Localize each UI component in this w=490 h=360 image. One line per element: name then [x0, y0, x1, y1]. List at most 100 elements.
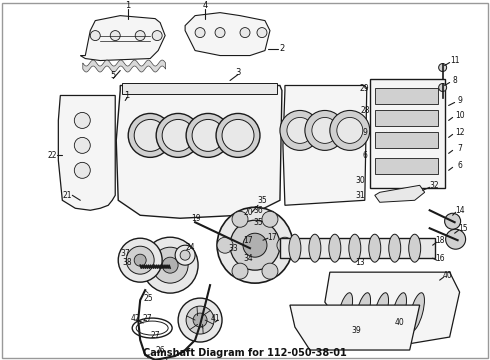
Text: 5: 5: [111, 71, 116, 80]
Text: 17: 17: [267, 233, 277, 242]
Text: 31: 31: [355, 191, 365, 200]
Bar: [122, 82, 277, 94]
Circle shape: [222, 120, 254, 151]
Circle shape: [90, 31, 100, 41]
Circle shape: [445, 229, 466, 249]
Text: 10: 10: [455, 111, 465, 120]
Circle shape: [257, 28, 267, 37]
Ellipse shape: [369, 234, 381, 262]
Circle shape: [175, 245, 195, 265]
Circle shape: [156, 113, 200, 157]
Ellipse shape: [355, 293, 370, 332]
Circle shape: [186, 306, 214, 334]
Text: 3: 3: [235, 68, 241, 77]
Text: 11: 11: [450, 56, 459, 65]
Text: 40: 40: [443, 271, 452, 280]
Circle shape: [118, 238, 162, 282]
Polygon shape: [80, 15, 165, 60]
Text: 14: 14: [455, 206, 465, 215]
Ellipse shape: [389, 234, 401, 262]
Circle shape: [277, 237, 293, 253]
Circle shape: [287, 117, 313, 143]
Circle shape: [230, 220, 280, 270]
Text: 33: 33: [228, 244, 238, 253]
Text: 17: 17: [243, 236, 253, 245]
Text: 20: 20: [243, 208, 253, 217]
Text: 27: 27: [143, 314, 152, 323]
Text: 41: 41: [210, 314, 220, 323]
Text: 28: 28: [360, 106, 369, 115]
Circle shape: [180, 250, 190, 260]
Text: 2: 2: [279, 44, 285, 53]
Polygon shape: [375, 185, 425, 202]
Text: 9: 9: [362, 128, 367, 137]
Text: 1: 1: [125, 1, 131, 10]
Ellipse shape: [373, 293, 389, 332]
Circle shape: [337, 117, 363, 143]
Text: 36: 36: [253, 206, 263, 215]
Text: 22: 22: [48, 151, 57, 160]
Circle shape: [152, 247, 188, 283]
Text: 13: 13: [355, 258, 365, 267]
Circle shape: [439, 84, 447, 91]
Polygon shape: [290, 305, 419, 350]
Ellipse shape: [391, 293, 407, 332]
Polygon shape: [325, 272, 460, 347]
Text: 1: 1: [124, 91, 130, 100]
Text: 16: 16: [435, 254, 444, 263]
Circle shape: [74, 162, 90, 178]
Ellipse shape: [409, 293, 424, 332]
Text: 35: 35: [253, 218, 263, 227]
Circle shape: [215, 28, 225, 37]
Circle shape: [126, 246, 154, 274]
Ellipse shape: [337, 293, 353, 332]
Circle shape: [128, 113, 172, 157]
Circle shape: [74, 112, 90, 129]
Circle shape: [162, 257, 178, 273]
Circle shape: [216, 113, 260, 157]
Circle shape: [193, 313, 207, 327]
Text: 21: 21: [63, 191, 72, 200]
Circle shape: [134, 254, 146, 266]
Bar: [375, 158, 438, 174]
Circle shape: [135, 31, 145, 41]
Circle shape: [330, 111, 370, 150]
Circle shape: [444, 213, 461, 229]
Circle shape: [243, 233, 267, 257]
Circle shape: [192, 120, 224, 151]
Circle shape: [439, 63, 447, 72]
Circle shape: [280, 111, 320, 150]
Circle shape: [195, 28, 205, 37]
Circle shape: [262, 211, 278, 227]
Bar: [370, 78, 444, 188]
Text: 37: 37: [121, 249, 130, 258]
Circle shape: [74, 138, 90, 153]
Polygon shape: [185, 13, 270, 55]
Text: 26: 26: [155, 346, 165, 355]
Circle shape: [162, 120, 194, 151]
Text: 6: 6: [457, 161, 462, 170]
Text: 38: 38: [122, 258, 132, 267]
Ellipse shape: [289, 234, 301, 262]
Ellipse shape: [349, 234, 361, 262]
Polygon shape: [283, 85, 367, 205]
Circle shape: [152, 31, 162, 41]
Bar: [375, 132, 438, 148]
Circle shape: [186, 113, 230, 157]
Circle shape: [312, 117, 338, 143]
Text: 35: 35: [257, 196, 267, 205]
Circle shape: [110, 31, 120, 41]
Text: 25: 25: [144, 294, 153, 303]
Text: 34: 34: [243, 254, 253, 263]
Circle shape: [217, 207, 293, 283]
Ellipse shape: [309, 234, 321, 262]
Circle shape: [240, 28, 250, 37]
Circle shape: [134, 120, 166, 151]
Text: 15: 15: [458, 224, 467, 233]
Ellipse shape: [329, 234, 341, 262]
Circle shape: [142, 237, 198, 293]
Circle shape: [262, 263, 278, 279]
Polygon shape: [116, 85, 282, 218]
Text: 24: 24: [185, 243, 195, 252]
Text: 4: 4: [202, 1, 208, 10]
